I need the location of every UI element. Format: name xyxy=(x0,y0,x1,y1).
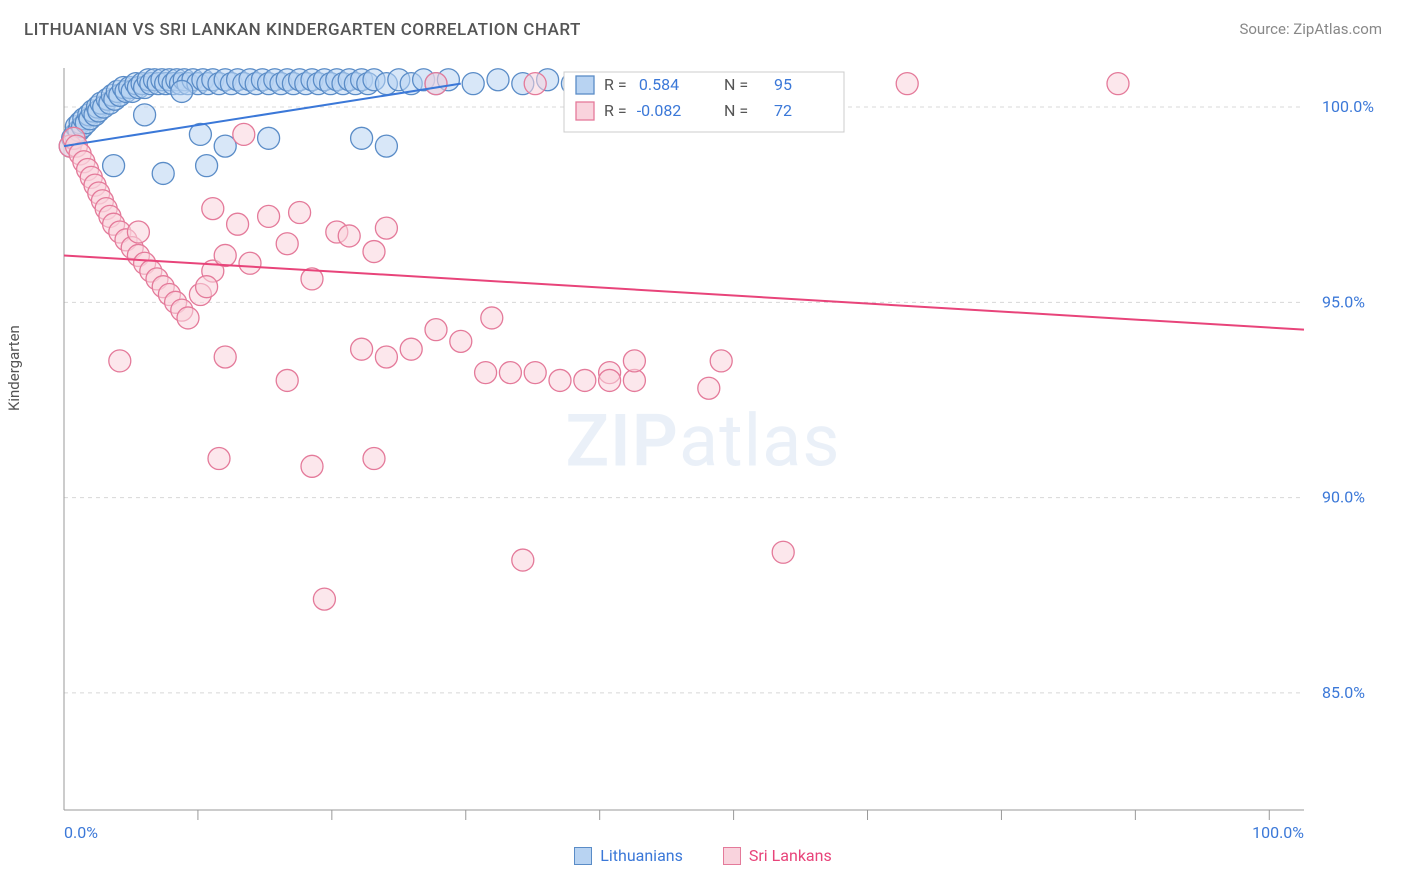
chart-title: LITHUANIAN VS SRI LANKAN KINDERGARTEN CO… xyxy=(24,20,581,40)
data-point xyxy=(698,377,720,399)
data-point xyxy=(313,588,335,610)
x-tick-label: 100.0% xyxy=(1252,823,1304,840)
data-point xyxy=(289,201,311,223)
data-point xyxy=(499,362,521,384)
legend-r-value: 0.584 xyxy=(639,75,679,94)
source-attribution: Source: ZipAtlas.com xyxy=(1239,20,1382,40)
data-point xyxy=(623,350,645,372)
data-point xyxy=(363,448,385,470)
data-point xyxy=(134,104,156,126)
trend-line xyxy=(64,255,1304,329)
data-point xyxy=(171,80,193,102)
x-tick-label: 0.0% xyxy=(64,823,98,840)
data-point xyxy=(208,448,230,470)
y-tick-label: 90.0% xyxy=(1322,488,1365,507)
data-point xyxy=(338,225,360,247)
legend-n-label: N = xyxy=(724,75,748,94)
data-point xyxy=(1107,73,1129,95)
legend-n-label: N = xyxy=(724,101,748,120)
data-point xyxy=(375,135,397,157)
legend-swatch xyxy=(574,847,592,865)
data-point xyxy=(202,198,224,220)
y-tick-label: 100.0% xyxy=(1322,97,1374,116)
data-point xyxy=(363,241,385,263)
legend-item: Sri Lankans xyxy=(723,846,832,865)
data-point xyxy=(177,307,199,329)
data-point xyxy=(227,213,249,235)
data-point xyxy=(127,221,149,243)
legend-r-value: -0.082 xyxy=(637,101,682,120)
legend-n-value: 72 xyxy=(774,101,792,120)
legend-n-value: 95 xyxy=(774,75,792,94)
data-point xyxy=(109,350,131,372)
data-point xyxy=(152,162,174,184)
scatter-chart: 85.0% 90.0% 95.0% 100.0% 0.0% 100.0% R = 0.584 N… xyxy=(24,50,1382,840)
data-point xyxy=(524,362,546,384)
legend-label: Lithuanians xyxy=(600,846,683,865)
data-point xyxy=(574,369,596,391)
data-point xyxy=(896,73,918,95)
data-point xyxy=(462,73,484,95)
legend-swatch xyxy=(576,76,594,94)
data-point xyxy=(375,217,397,239)
data-point xyxy=(425,319,447,341)
data-point xyxy=(475,362,497,384)
data-point xyxy=(400,338,422,360)
data-point xyxy=(772,541,794,563)
chart-header: LITHUANIAN VS SRI LANKAN KINDERGARTEN CO… xyxy=(0,0,1406,50)
data-point xyxy=(450,330,472,352)
data-point xyxy=(301,455,323,477)
data-point xyxy=(710,350,732,372)
legend-swatch xyxy=(576,102,594,120)
data-point xyxy=(549,369,571,391)
data-point xyxy=(258,127,280,149)
data-point xyxy=(599,369,621,391)
data-point xyxy=(481,307,503,329)
legend-item: Lithuanians xyxy=(574,846,683,865)
data-point xyxy=(524,73,546,95)
legend-label: Sri Lankans xyxy=(749,846,832,865)
data-point xyxy=(512,549,534,571)
data-point xyxy=(196,155,218,177)
data-point xyxy=(214,346,236,368)
legend-swatch xyxy=(723,847,741,865)
data-point xyxy=(214,244,236,266)
data-point xyxy=(276,369,298,391)
data-point xyxy=(623,369,645,391)
data-point xyxy=(276,233,298,255)
data-point xyxy=(351,338,373,360)
data-point xyxy=(103,155,125,177)
data-point xyxy=(375,346,397,368)
legend-r-label: R = xyxy=(604,101,627,120)
y-tick-label: 95.0% xyxy=(1322,292,1365,311)
y-axis-label: Kindergarten xyxy=(5,325,23,411)
chart-area: Kindergarten 85.0%90.0%95.0%100.0%0.0%10… xyxy=(24,50,1382,840)
data-point xyxy=(425,73,447,95)
y-tick-label: 85.0% xyxy=(1322,683,1365,702)
legend-r-label: R = xyxy=(604,75,627,94)
data-point xyxy=(239,252,261,274)
data-point xyxy=(351,127,373,149)
bottom-legend: Lithuanians Sri Lankans xyxy=(0,846,1406,865)
data-point xyxy=(487,69,509,91)
data-point xyxy=(196,276,218,298)
data-point xyxy=(233,123,255,145)
data-point xyxy=(258,205,280,227)
